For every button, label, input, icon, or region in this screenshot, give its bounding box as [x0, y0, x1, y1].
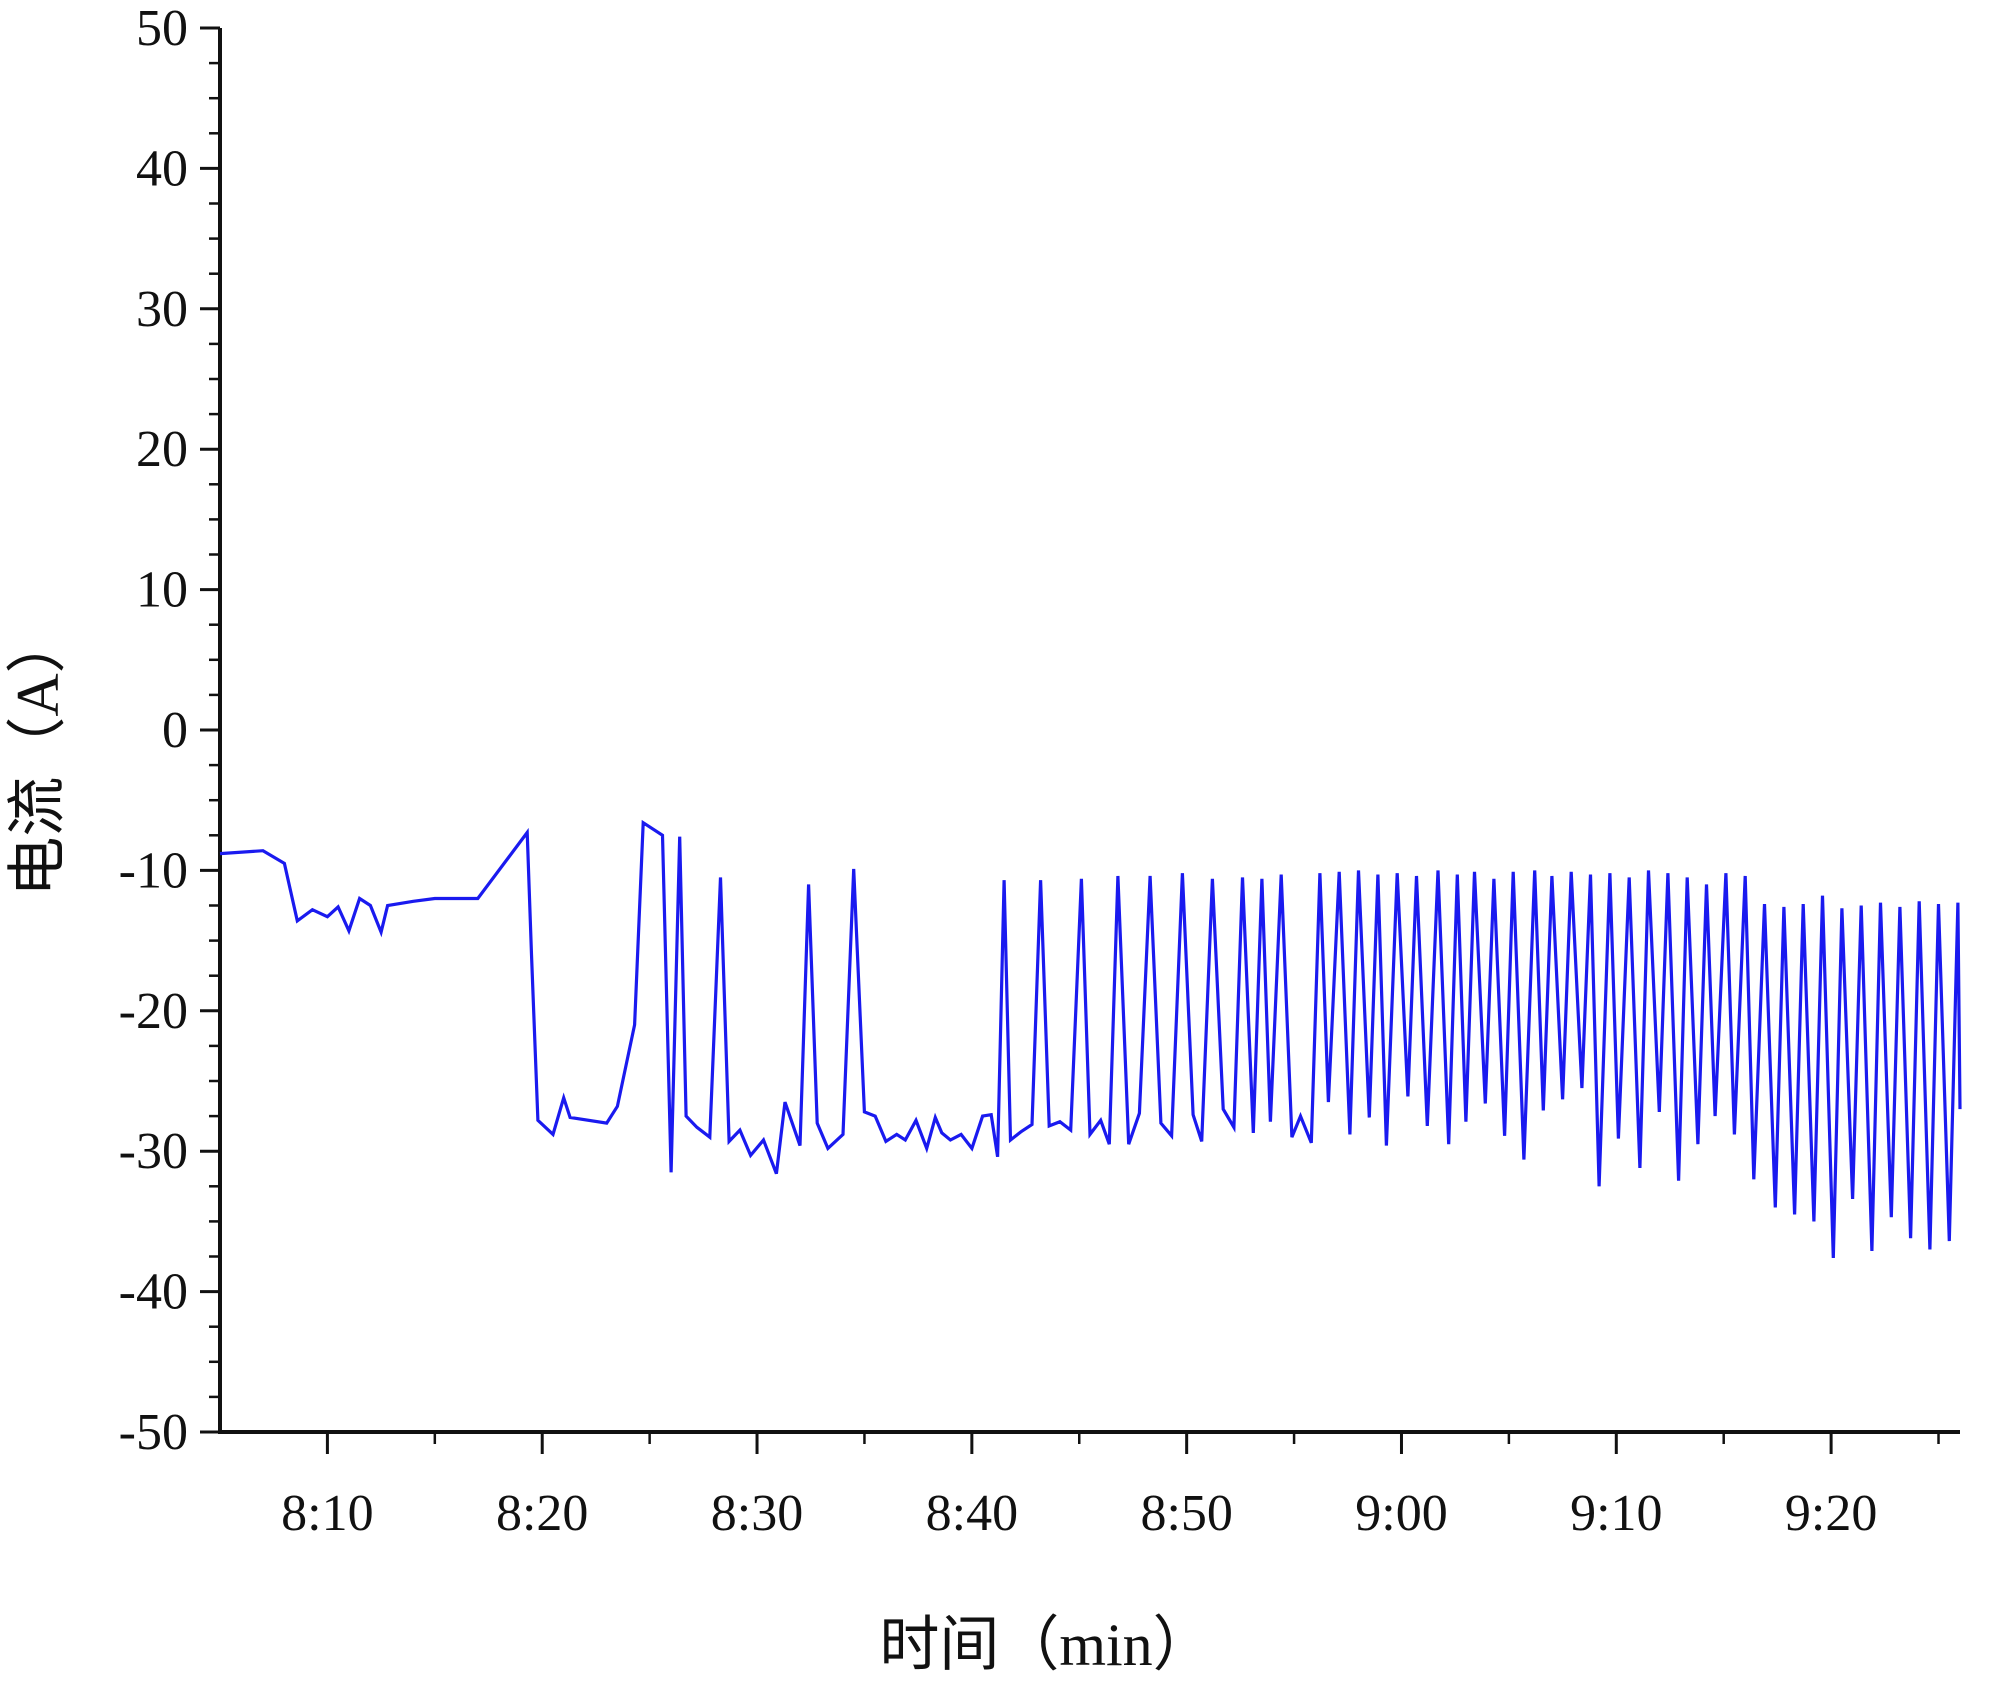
x-axis-title: 时间（min）: [879, 1612, 1212, 1678]
y-axis-title: 电流（A）: [5, 613, 71, 896]
plot-area: [219, 819, 1962, 1258]
x-tick-labels: 8:108:208:308:408:509:009:109:209:309:40…: [281, 1485, 2000, 1542]
axes: [200, 26, 1960, 1454]
y-tick-label: 0: [162, 702, 188, 759]
y-tick-label: -30: [119, 1123, 188, 1180]
x-tick-label: 8:20: [496, 1485, 588, 1542]
x-tick-label: 9:20: [1785, 1485, 1877, 1542]
x-tick-label: 9:10: [1570, 1485, 1662, 1542]
series-line: [219, 819, 1962, 1258]
y-tick-label: -40: [119, 1264, 188, 1321]
y-tick-label: 40: [136, 140, 188, 197]
y-tick-labels: 50 40 30 20 10 0 -10 -20 -30 -40 -50: [119, 0, 188, 1461]
y-tick-label: -20: [119, 983, 188, 1040]
y-tick-label: 50: [136, 0, 188, 57]
x-tick-label: 8:10: [281, 1485, 373, 1542]
x-tick-label: 8:40: [926, 1485, 1018, 1542]
y-tick-label: -50: [119, 1404, 188, 1461]
y-tick-label: 30: [136, 281, 188, 338]
x-tick-label: 9:00: [1355, 1485, 1447, 1542]
x-tick-label: 8:30: [711, 1485, 803, 1542]
y-tick-label: 20: [136, 421, 188, 478]
y-tick-label: -10: [119, 842, 188, 899]
y-tick-label: 10: [136, 562, 188, 619]
x-tick-label: 8:50: [1140, 1485, 1232, 1542]
